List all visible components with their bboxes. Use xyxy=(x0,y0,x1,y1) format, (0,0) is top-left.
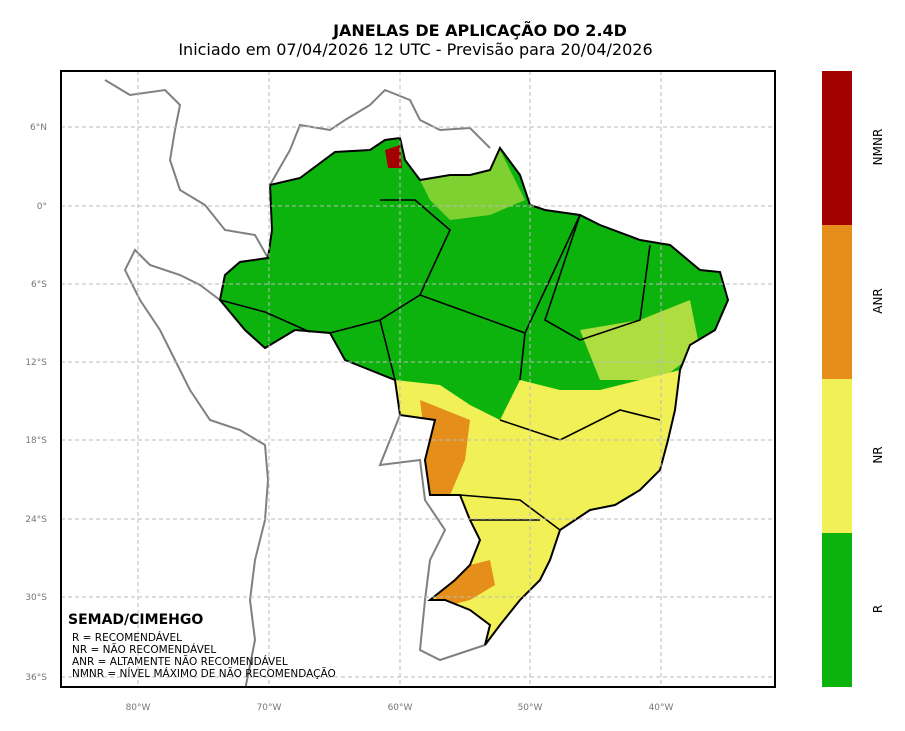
lat-tick-label: 6°S xyxy=(31,280,47,290)
colorbar-segment-nr xyxy=(822,379,852,533)
map-subtitle: Iniciado em 07/04/2026 12 UTC - Previsão… xyxy=(178,40,653,59)
credit-label: SEMAD/CIMEHGO xyxy=(68,612,204,628)
map-area xyxy=(61,71,775,687)
axis-ticks: 6°N 0° 6°S 12°S 18°S 24°S 30°S 36°S 80°W 70°W 60°W… xyxy=(25,123,673,713)
lat-tick-label: 12°S xyxy=(25,358,47,368)
lon-tick-label: 60°W xyxy=(388,703,413,713)
colorbar xyxy=(822,71,852,687)
colorbar-label-r: R xyxy=(871,604,885,614)
map-frame xyxy=(60,70,776,688)
lat-tick-label: 24°S xyxy=(25,515,47,525)
lon-tick-label: 80°W xyxy=(126,703,151,713)
lat-tick-label: 18°S xyxy=(25,436,47,446)
legend-r: R = RECOMENDÁVEL xyxy=(72,632,182,644)
region-nmnr xyxy=(385,145,402,168)
region-nr-north xyxy=(420,150,525,220)
region-anr-south xyxy=(435,560,495,605)
lon-tick-label: 70°W xyxy=(257,703,282,713)
map-title: JANELAS DE APLICAÇÃO DO 2.4D xyxy=(333,21,627,40)
lat-tick-label: 36°S xyxy=(25,673,47,683)
colorbar-segment-r xyxy=(822,533,852,687)
lat-tick-label: 30°S xyxy=(25,593,47,603)
country-borders xyxy=(104,79,491,687)
colorbar-label-nr: NR xyxy=(871,446,885,464)
state-borders xyxy=(219,199,661,531)
lat-tick-label: 0° xyxy=(37,202,47,212)
gridlines xyxy=(61,71,775,687)
legend-nmnr: NMNR = NÍVEL MÁXIMO DE NÃO RECOMENDAÇÃO xyxy=(72,668,336,680)
lon-tick-label: 40°W xyxy=(649,703,674,713)
lat-tick-label: 6°N xyxy=(30,123,47,133)
legend-anr: ANR = ALTAMENTE NÃO RECOMENDÁVEL xyxy=(72,656,288,668)
colorbar-segment-anr xyxy=(822,225,852,379)
lon-tick-label: 50°W xyxy=(518,703,543,713)
colorbar-label-nmnr: NMNR xyxy=(871,128,885,166)
region-nr-northeast xyxy=(580,300,700,380)
colorbar-label-anr: ANR xyxy=(871,288,885,314)
legend-nr: NR = NÃO RECOMENDÁVEL xyxy=(72,644,217,656)
colorbar-segment-nmnr xyxy=(822,71,852,225)
